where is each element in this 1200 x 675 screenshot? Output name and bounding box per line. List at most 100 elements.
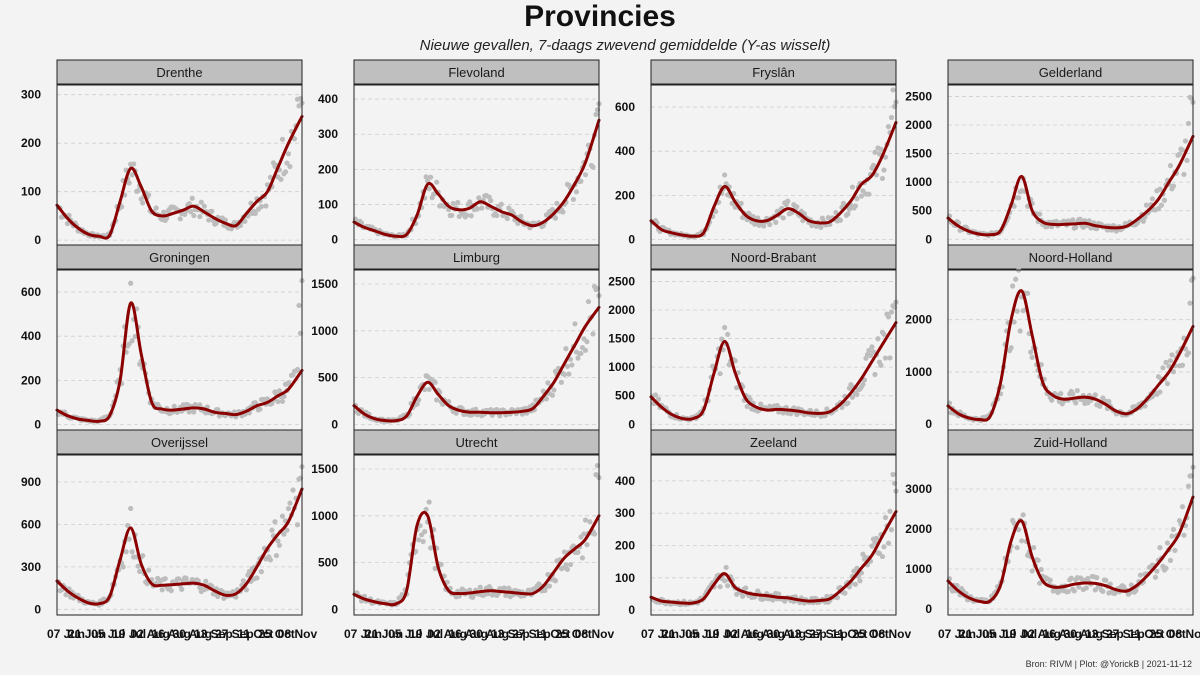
data-point bbox=[852, 203, 859, 209]
data-point bbox=[725, 583, 731, 589]
data-point bbox=[770, 597, 776, 603]
data-point bbox=[476, 195, 482, 201]
data-point bbox=[135, 188, 141, 194]
data-point bbox=[552, 215, 559, 221]
data-point bbox=[1181, 171, 1187, 177]
y-tick-label: 2000 bbox=[905, 522, 932, 536]
y-tick-label: 0 bbox=[925, 602, 932, 616]
data-point bbox=[732, 358, 738, 364]
data-point bbox=[567, 561, 574, 568]
data-point bbox=[591, 531, 598, 537]
y-tick-label: 1000 bbox=[311, 509, 338, 523]
data-point bbox=[1187, 300, 1193, 306]
data-point bbox=[1092, 392, 1098, 398]
data-point bbox=[135, 563, 141, 569]
x-tick-label: 08 Nov bbox=[278, 627, 318, 641]
data-point bbox=[1029, 568, 1035, 574]
data-point bbox=[449, 212, 455, 218]
data-point bbox=[1035, 557, 1041, 563]
data-point bbox=[885, 124, 892, 130]
data-point bbox=[767, 221, 773, 228]
data-point bbox=[272, 519, 278, 525]
data-point bbox=[1164, 540, 1171, 546]
data-point bbox=[1077, 216, 1083, 222]
data-point bbox=[549, 392, 556, 398]
data-point bbox=[1019, 538, 1025, 544]
data-point bbox=[860, 551, 866, 557]
series-line bbox=[946, 495, 1195, 604]
data-point bbox=[878, 146, 884, 152]
y-tick-label: 900 bbox=[21, 475, 41, 489]
panel-background bbox=[651, 270, 896, 430]
data-point bbox=[858, 193, 865, 199]
data-point bbox=[125, 522, 131, 529]
data-point bbox=[1137, 572, 1143, 578]
data-point bbox=[572, 321, 578, 327]
data-point bbox=[281, 531, 287, 537]
data-point bbox=[854, 565, 860, 571]
x-tick-label: 21 Jun bbox=[662, 627, 700, 641]
data-point bbox=[867, 352, 874, 359]
data-point bbox=[146, 567, 152, 573]
panel-border bbox=[353, 454, 600, 616]
data-point bbox=[518, 213, 524, 219]
data-point bbox=[455, 199, 461, 206]
data-point bbox=[1094, 575, 1100, 581]
data-point bbox=[426, 386, 432, 393]
data-point bbox=[282, 169, 289, 175]
data-point bbox=[870, 162, 877, 169]
data-point bbox=[1071, 588, 1077, 594]
series-line bbox=[352, 305, 601, 423]
data-point bbox=[1176, 151, 1183, 157]
data-point bbox=[198, 199, 204, 205]
x-tick-label: 30 Aug bbox=[172, 627, 212, 641]
data-point bbox=[284, 527, 290, 533]
data-point bbox=[824, 593, 830, 599]
data-point bbox=[275, 398, 281, 405]
panel-background bbox=[651, 455, 896, 615]
data-point bbox=[587, 519, 593, 525]
data-point bbox=[258, 204, 265, 210]
data-point bbox=[1073, 400, 1079, 406]
y-tick-label: 300 bbox=[21, 560, 41, 574]
panel-border bbox=[56, 454, 303, 616]
data-point bbox=[554, 200, 560, 206]
x-tick-label: 05 Jul bbox=[982, 627, 1016, 641]
data-point bbox=[885, 314, 892, 320]
data-point bbox=[1049, 397, 1055, 403]
x-tick-label: 08 Nov bbox=[872, 627, 912, 641]
x-tick-label: 16 Aug bbox=[1042, 627, 1082, 641]
panel-background bbox=[354, 85, 599, 245]
data-point bbox=[414, 401, 420, 407]
data-point bbox=[1170, 526, 1177, 533]
data-point bbox=[420, 538, 426, 545]
data-point bbox=[575, 355, 581, 361]
y-tick-label: 400 bbox=[21, 329, 41, 343]
chart-title: Provincies bbox=[524, 0, 676, 33]
data-point bbox=[780, 410, 786, 416]
x-tick-label: 07 Jun bbox=[938, 627, 976, 641]
data-point bbox=[545, 571, 551, 578]
panel-strip bbox=[650, 59, 897, 85]
y-tick-label: 0 bbox=[331, 602, 338, 616]
panel-title: Drenthe bbox=[156, 65, 202, 80]
data-point bbox=[566, 371, 572, 377]
data-point bbox=[479, 205, 485, 211]
data-point bbox=[722, 578, 728, 584]
series-line bbox=[55, 487, 304, 606]
data-point bbox=[1170, 369, 1177, 375]
y-tick-label: 0 bbox=[331, 417, 338, 431]
panel-title: Overijssel bbox=[151, 435, 208, 450]
data-point bbox=[881, 331, 887, 337]
data-point bbox=[191, 212, 197, 219]
data-point bbox=[1181, 532, 1187, 538]
source-caption: Bron: RIVM | Plot: @YorickB | 2021-11-12 bbox=[1025, 659, 1192, 669]
data-point bbox=[1140, 218, 1146, 224]
data-point bbox=[428, 174, 434, 180]
x-tick-label: 11 Oct bbox=[534, 627, 570, 641]
data-point bbox=[573, 189, 580, 195]
data-point bbox=[1031, 545, 1037, 551]
panel-flevoland: Flevoland 0 100 200 300 400 bbox=[318, 59, 602, 247]
data-point bbox=[1143, 202, 1150, 208]
